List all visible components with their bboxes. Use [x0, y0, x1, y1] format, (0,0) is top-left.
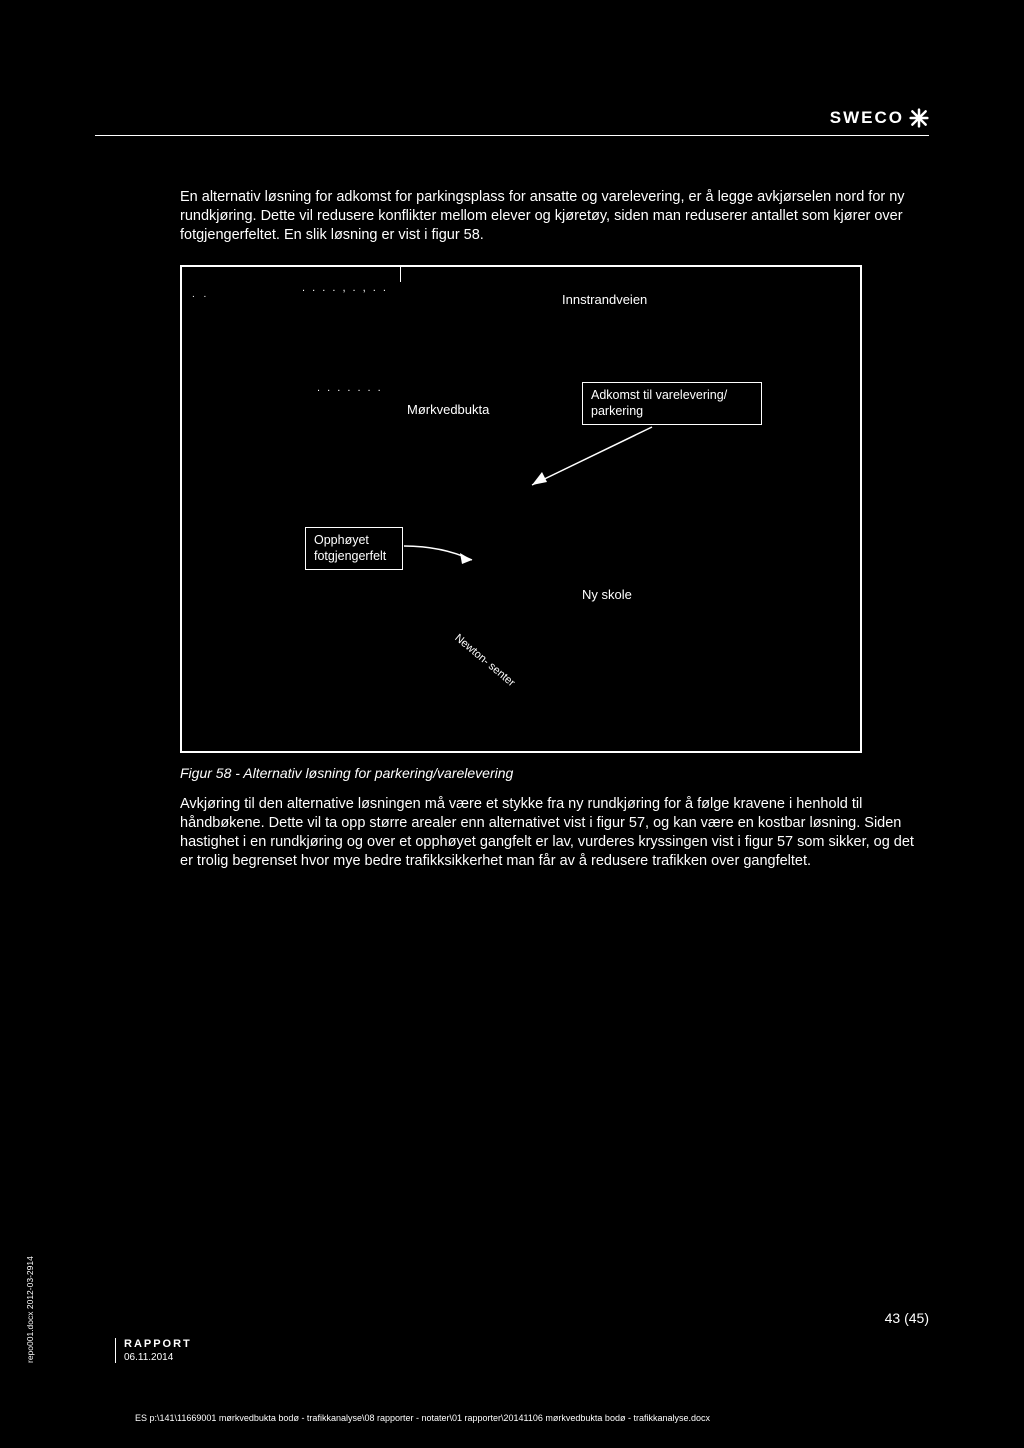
sweco-logo-icon: [909, 108, 929, 128]
label-innstrandveien: Innstrandveien: [562, 292, 647, 307]
page-number: 43 (45): [885, 1310, 929, 1326]
label-box-opphoyet: Opphøyet fotgjengerfelt: [305, 527, 403, 570]
arrow-opphoyet: [402, 542, 492, 572]
body-paragraph: Avkjøring til den alternative løsningen …: [180, 795, 929, 870]
divider-line: [400, 267, 401, 282]
footer-file-path: ES p:\141\11669001 mørkvedbukta bodø - t…: [135, 1413, 710, 1423]
label-nyskole: Ny skole: [582, 587, 632, 602]
label-morkvedbukta: Mørkvedbukta: [407, 402, 489, 417]
rapport-title: RAPPORT: [124, 1338, 192, 1350]
map-marks-3: . . . . . . .: [317, 382, 383, 394]
map-marks-1: . .: [192, 289, 209, 300]
header-logo: SWECO: [830, 108, 929, 128]
label-newton: Newton- senter: [452, 632, 517, 689]
figure-caption: Figur 58 - Alternativ løsning for parker…: [180, 765, 513, 781]
figure-58-diagram: . . . . . . , . , . . . . . . . . . Inns…: [180, 265, 862, 753]
rapport-date: 06.11.2014: [124, 1352, 192, 1363]
rapport-block: RAPPORT 06.11.2014: [115, 1338, 192, 1363]
page-container: SWECO En alternativ løsning for adkomst …: [0, 0, 1024, 1448]
sidebar-document-id: repo001.docx 2012-03-2914: [25, 1256, 35, 1363]
header-rule: [95, 135, 929, 136]
intro-paragraph: En alternativ løsning for adkomst for pa…: [180, 188, 929, 245]
arrow-adkomst: [517, 417, 667, 497]
map-marks-2: . . . . , . , . .: [302, 282, 388, 294]
logo-text: SWECO: [830, 108, 904, 128]
